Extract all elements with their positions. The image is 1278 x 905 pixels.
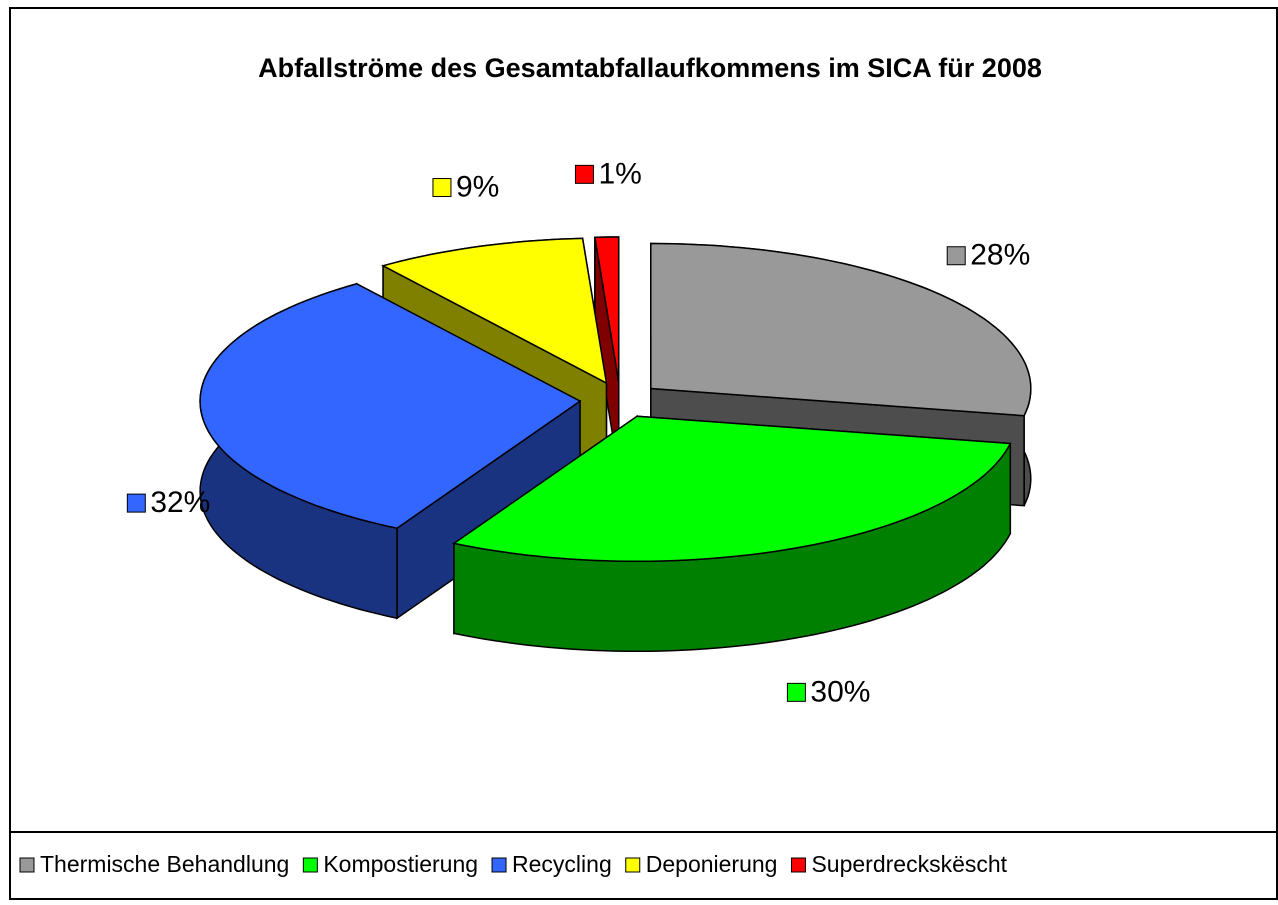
- legend-label: Kompostierung: [323, 851, 478, 877]
- legend-label: Recycling: [512, 851, 612, 877]
- data-label-swatch: [786, 682, 806, 702]
- pie-slice: [650, 242, 1032, 417]
- data-label: 30%: [810, 675, 870, 708]
- data-label: 32%: [150, 486, 210, 519]
- data-label-swatch: [946, 246, 966, 266]
- legend-swatch: [302, 857, 318, 873]
- data-label: 9%: [456, 170, 499, 203]
- data-label-swatch: [126, 493, 146, 513]
- data-label: 1%: [598, 157, 641, 190]
- data-label: 28%: [970, 239, 1030, 272]
- legend-swatch: [625, 857, 641, 873]
- legend-swatch: [19, 857, 35, 873]
- pie-slice: [594, 236, 620, 383]
- pie-slice: [452, 415, 1012, 563]
- legend-label: Superdreckskëscht: [811, 851, 1007, 877]
- legend-label: Thermische Behandlung: [40, 851, 289, 877]
- pie-slice: [199, 282, 582, 530]
- chart-title: Abfallströme des Gesamtabfallaufkommens …: [258, 53, 1042, 83]
- pie-slice: [381, 237, 608, 385]
- legend-label: Deponierung: [646, 851, 778, 877]
- data-label-swatch: [574, 164, 594, 184]
- legend-swatch: [491, 857, 507, 873]
- data-label-swatch: [432, 178, 452, 198]
- legend-swatch: [790, 857, 806, 873]
